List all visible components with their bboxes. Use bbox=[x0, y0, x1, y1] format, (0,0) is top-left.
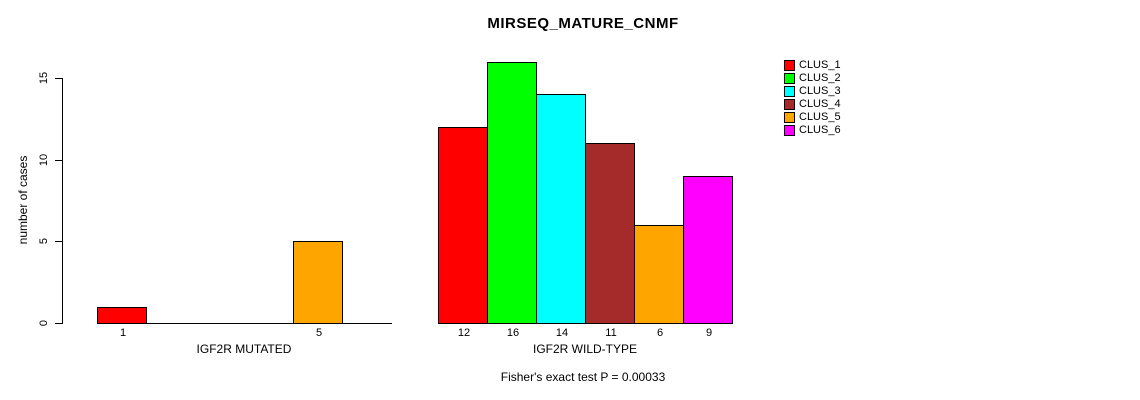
y-axis-tick bbox=[55, 78, 62, 79]
y-tick-label: 10 bbox=[38, 153, 50, 167]
legend-color-swatch bbox=[784, 125, 795, 136]
legend-item: CLUS_2 bbox=[784, 72, 841, 85]
y-tick-label: 0 bbox=[38, 319, 50, 327]
bar-value-label: 14 bbox=[555, 327, 569, 339]
group-label: IGF2R WILD-TYPE bbox=[532, 342, 637, 356]
y-axis-label: number of cases bbox=[16, 155, 30, 245]
bar-value-label: 9 bbox=[705, 327, 713, 339]
chart-title: MIRSEQ_MATURE_CNMF bbox=[487, 15, 679, 32]
bar-clus_2 bbox=[487, 62, 537, 324]
bar-clus_5 bbox=[634, 225, 684, 324]
y-axis-tick bbox=[55, 160, 62, 161]
bar-clus_5 bbox=[293, 241, 343, 324]
legend-label: CLUS_4 bbox=[799, 98, 841, 110]
legend-label: CLUS_2 bbox=[799, 72, 841, 84]
legend-color-swatch bbox=[784, 86, 795, 97]
group-label: IGF2R MUTATED bbox=[196, 342, 292, 356]
bar-clus_4 bbox=[585, 143, 635, 324]
legend-item: CLUS_4 bbox=[784, 98, 841, 111]
legend-color-swatch bbox=[784, 60, 795, 71]
legend-item: CLUS_1 bbox=[784, 59, 841, 72]
bar-clus_1 bbox=[97, 307, 147, 324]
y-tick-label: 15 bbox=[38, 71, 50, 85]
bar-clus_3 bbox=[536, 94, 586, 324]
bar-clus_6 bbox=[683, 176, 733, 324]
legend-color-swatch bbox=[784, 112, 795, 123]
y-axis-line bbox=[62, 78, 63, 324]
y-axis-tick bbox=[55, 241, 62, 242]
bar-value-label: 11 bbox=[605, 327, 617, 339]
legend: CLUS_1 CLUS_2 CLUS_3 CLUS_4 CLUS_5 CLUS_6 bbox=[784, 59, 841, 137]
legend-item: CLUS_6 bbox=[784, 124, 841, 137]
bar-value-label: 12 bbox=[457, 327, 471, 339]
bar-clus_1 bbox=[438, 127, 488, 324]
legend-label: CLUS_5 bbox=[799, 111, 841, 123]
legend-label: CLUS_1 bbox=[799, 59, 841, 71]
legend-color-swatch bbox=[784, 99, 795, 110]
y-axis-tick bbox=[55, 323, 62, 324]
x-axis-baseline bbox=[97, 323, 392, 324]
legend-label: CLUS_6 bbox=[799, 124, 841, 136]
legend-label: CLUS_3 bbox=[799, 85, 841, 97]
legend-item: CLUS_3 bbox=[784, 85, 841, 98]
bar-value-label: 6 bbox=[656, 327, 664, 339]
legend-color-swatch bbox=[784, 73, 795, 84]
legend-item: CLUS_5 bbox=[784, 111, 841, 124]
bar-value-label: 5 bbox=[315, 327, 323, 339]
y-tick-label: 5 bbox=[38, 237, 50, 245]
bar-value-label: 16 bbox=[506, 327, 520, 339]
annotation-text: Fisher's exact test P = 0.00033 bbox=[500, 370, 666, 384]
bar-value-label: 1 bbox=[119, 327, 127, 339]
